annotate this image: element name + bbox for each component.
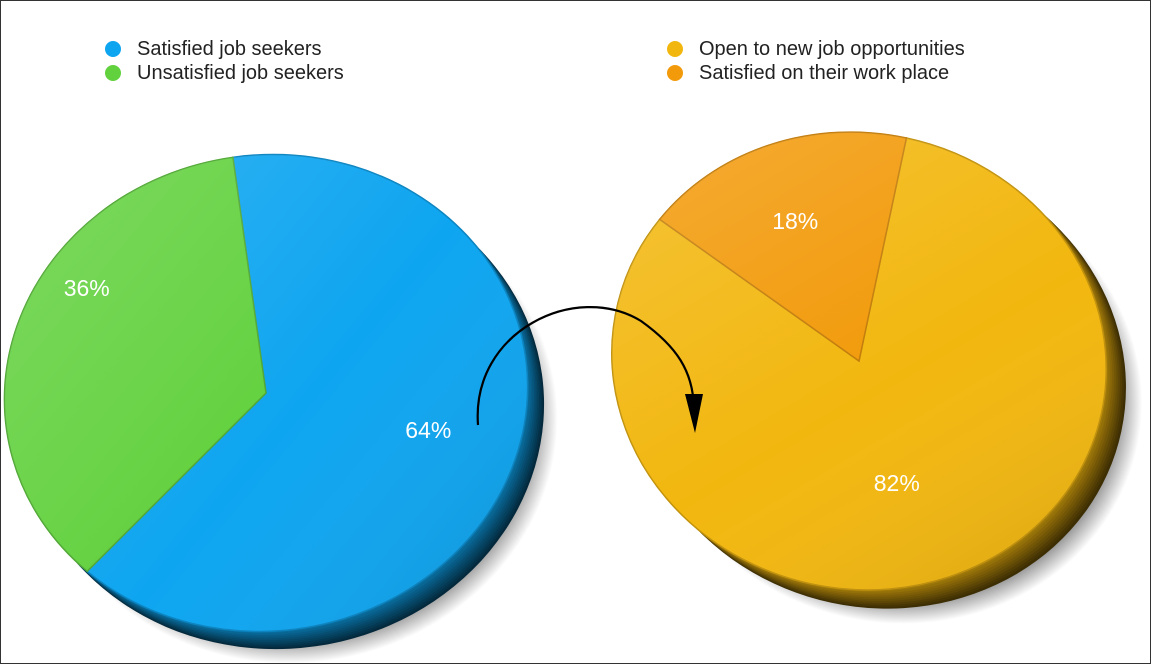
legend-label-satisfied-on-their-work-place: Satisfied on their work place — [699, 61, 950, 84]
legend-label-satisfied-job-seekers: Satisfied job seekers — [137, 37, 322, 60]
legend-label-open-to-new-job-opportunities: Open to new job opportunities — [699, 37, 965, 60]
pie-label-open-to-new-job-opportunities: 82% — [874, 470, 920, 496]
right-pie-chart: 82% 18% — [611, 131, 1143, 624]
legend-item-open-to-new-job-opportunities: Open to new job opportunities — [667, 37, 965, 61]
legend-label-unsatisfied-job-seekers: Unsatisfied job seekers — [137, 61, 344, 84]
legend-swatch-satisfied-job-seekers — [105, 41, 121, 57]
curved-arrow-path — [476, 306, 696, 426]
pie-shine — [611, 132, 1107, 590]
left-pie-chart: 64% 36% — [3, 153, 558, 663]
pie-label-satisfied-on-their-work-place: 18% — [772, 208, 818, 234]
pie-shine — [4, 154, 528, 632]
pie-top-face — [3, 153, 529, 633]
legend-item-satisfied-job-seekers: Satisfied job seekers — [105, 37, 344, 61]
legend-left: Satisfied job seekers Unsatisfied job se… — [105, 37, 344, 85]
pie-top-face — [611, 131, 1107, 591]
legend-swatch-unsatisfied-job-seekers — [105, 65, 121, 81]
legend-swatch-open-to-new-job-opportunities — [667, 41, 683, 57]
legend-item-satisfied-on-their-work-place: Satisfied on their work place — [667, 61, 965, 85]
curved-arrow-head — [685, 394, 703, 433]
pie-label-unsatisfied-job-seekers: 36% — [64, 275, 110, 301]
curved-arrow — [476, 306, 703, 433]
pie-label-satisfied-job-seekers: 64% — [405, 417, 451, 443]
legend-right: Open to new job opportunities Satisfied … — [667, 37, 965, 85]
legend-item-unsatisfied-job-seekers: Unsatisfied job seekers — [105, 61, 344, 85]
legend-swatch-satisfied-on-their-work-place — [667, 65, 683, 81]
